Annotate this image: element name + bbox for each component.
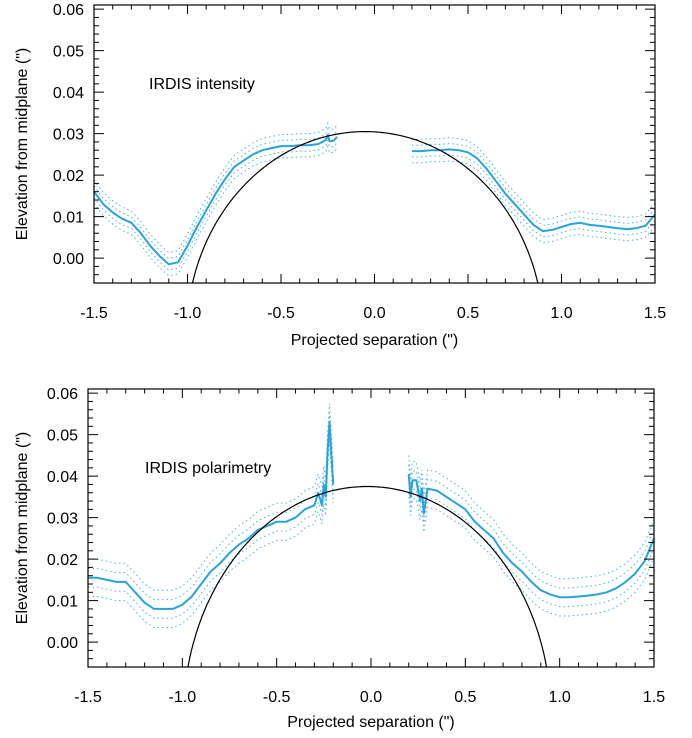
data-series-1 xyxy=(94,133,338,266)
error-band-2-1 xyxy=(408,492,654,617)
x-tick-label: 1.5 xyxy=(643,689,665,706)
x-tick-label: 0.0 xyxy=(363,305,385,322)
y-tick-label: 0.06 xyxy=(53,2,84,19)
model-ellipse xyxy=(191,131,539,283)
y-tick-label: 0.00 xyxy=(53,251,84,268)
data-series-2 xyxy=(411,148,655,233)
error-band-2-3 xyxy=(408,464,654,589)
x-tick-label: -0.5 xyxy=(267,305,295,322)
error-band-1-2 xyxy=(94,139,338,271)
y-axis-label: Elevation from midplane (") xyxy=(14,48,31,240)
plot-frame xyxy=(93,4,656,284)
y-tick-label: 0.05 xyxy=(53,44,84,61)
plot-area xyxy=(94,121,655,283)
x-tick-label: -1.0 xyxy=(174,305,202,322)
x-axis-label: Projected separation (") xyxy=(291,332,459,349)
plot-area xyxy=(88,403,654,667)
error-band-1-3 xyxy=(88,412,334,601)
panel-annotation: IRDIS polarimetry xyxy=(145,460,271,477)
x-tick-label: 0.5 xyxy=(454,689,476,706)
x-tick-label: 0.0 xyxy=(360,689,382,706)
error-band-2-4 xyxy=(408,455,654,580)
x-tick-label: 0.5 xyxy=(457,305,479,322)
error-band-2-1 xyxy=(411,160,655,244)
y-tick-label: 0.00 xyxy=(47,635,78,652)
x-tick-label: 1.0 xyxy=(549,689,571,706)
error-band-1-1 xyxy=(94,144,338,277)
x-tick-label: 1.5 xyxy=(644,305,666,322)
x-tick-label: 1.0 xyxy=(550,305,572,322)
error-band-2-2 xyxy=(411,154,655,238)
y-tick-label: 0.06 xyxy=(47,386,78,403)
error-band-1-4 xyxy=(88,403,334,591)
panel-annotation: IRDIS intensity xyxy=(149,76,255,93)
model-ellipse xyxy=(187,485,548,667)
chart-panel-1: -1.5 -1.0 -0.5 0.0 0.5 1.0 1.5 0.00 0.01 0.02 0.03… xyxy=(14,2,666,349)
y-axis-label: Elevation from midplane (") xyxy=(14,432,31,624)
y-tick-label: 0.01 xyxy=(47,594,78,611)
y-tick-label: 0.04 xyxy=(47,469,78,486)
x-tick-label: -0.5 xyxy=(263,689,291,706)
y-tick-label: 0.03 xyxy=(53,127,84,144)
chart-panel-2: -1.5 -1.0 -0.5 0.0 0.5 1.0 1.5 0.00 0.01 0.02 0.03… xyxy=(14,386,665,731)
error-band-1-4 xyxy=(94,121,338,254)
x-axis-label: Projected separation (") xyxy=(287,714,455,731)
x-tick-label: -1.5 xyxy=(74,689,102,706)
error-band-2-3 xyxy=(411,143,655,226)
error-band-1-1 xyxy=(88,440,334,629)
y-tick-label: 0.02 xyxy=(53,168,84,185)
x-tick-label: -1.5 xyxy=(80,305,108,322)
y-tick-label: 0.03 xyxy=(47,511,78,528)
y-tick-label: 0.05 xyxy=(47,428,78,445)
x-tick-label: -1.0 xyxy=(169,689,197,706)
y-tick-label: 0.02 xyxy=(47,552,78,569)
y-tick-label: 0.01 xyxy=(53,210,84,227)
data-series-2 xyxy=(407,474,654,599)
error-band-2-4 xyxy=(411,137,655,221)
plot-frame xyxy=(87,388,655,668)
data-series-1 xyxy=(88,421,335,610)
y-tick-label: 0.04 xyxy=(53,85,84,102)
